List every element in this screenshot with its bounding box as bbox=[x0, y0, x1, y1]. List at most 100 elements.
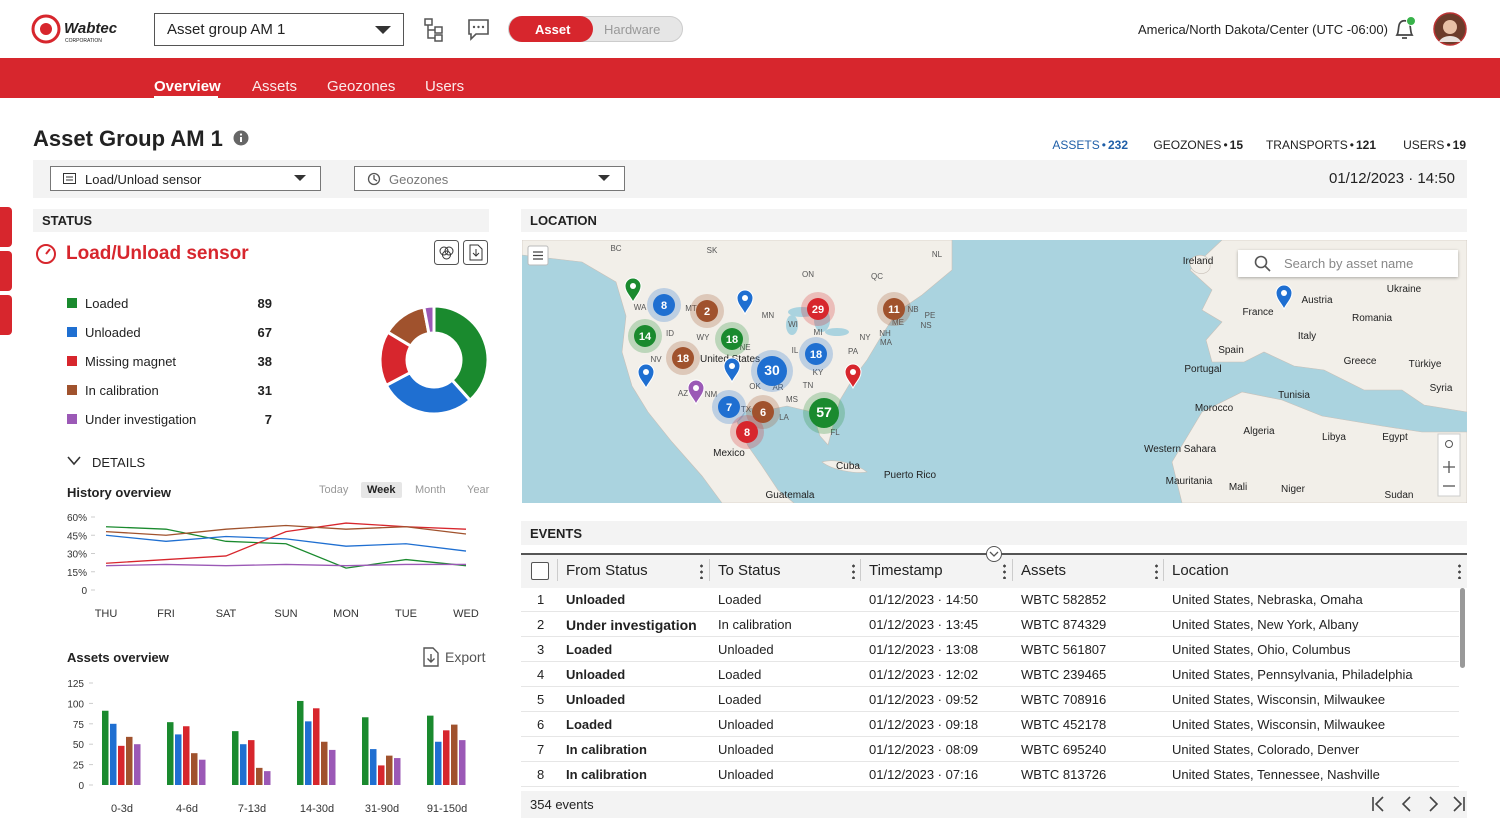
cluster[interactable] bbox=[634, 325, 656, 347]
column-header[interactable]: From Status bbox=[566, 562, 648, 579]
history-chart: 0 15% 30% 45% 60% THU FRI SAT SUN MON TUE WED bbox=[67, 513, 479, 620]
nav-item[interactable]: Users bbox=[425, 78, 465, 95]
map-label: FL bbox=[830, 428, 840, 437]
column-header[interactable]: Location bbox=[1172, 562, 1229, 579]
logo-sub: CORPORATION bbox=[65, 38, 102, 44]
group-select[interactable]: Asset group AM 1 bbox=[154, 13, 404, 46]
cluster[interactable] bbox=[721, 328, 743, 350]
stat[interactable]: TRANSPORTS • 121 bbox=[1266, 138, 1376, 152]
last-page[interactable] bbox=[1453, 796, 1465, 812]
stat[interactable]: USERS • 19 bbox=[1403, 138, 1466, 152]
events-header bbox=[521, 521, 1467, 545]
table-cell: United States, Pennsylvania, Philadelphi… bbox=[1172, 667, 1413, 682]
legend-swatch bbox=[67, 385, 77, 395]
cluster[interactable] bbox=[653, 294, 675, 316]
nav-item[interactable]: Geozones bbox=[327, 78, 396, 95]
period-tab[interactable]: Today bbox=[319, 484, 349, 496]
next-page[interactable] bbox=[1429, 796, 1439, 812]
side-tab[interactable] bbox=[0, 207, 12, 247]
table-row[interactable] bbox=[521, 637, 1459, 662]
geozones-select[interactable]: Geozones bbox=[354, 166, 625, 191]
map-pin[interactable] bbox=[1275, 284, 1293, 311]
column-header[interactable]: To Status bbox=[718, 562, 781, 579]
table-row[interactable] bbox=[521, 762, 1459, 787]
cluster[interactable] bbox=[718, 396, 740, 418]
table-row[interactable] bbox=[521, 662, 1459, 687]
collapse-icon[interactable] bbox=[985, 545, 1003, 563]
select-all-checkbox[interactable] bbox=[531, 562, 549, 580]
export-button[interactable]: Export bbox=[445, 649, 486, 665]
cluster[interactable] bbox=[736, 421, 758, 443]
table-row[interactable] bbox=[521, 612, 1459, 637]
map-label: Niger bbox=[1281, 484, 1306, 495]
column-menu[interactable] bbox=[1458, 563, 1461, 579]
first-page[interactable] bbox=[1372, 796, 1384, 812]
nav-item[interactable]: Overview bbox=[154, 78, 221, 95]
stat[interactable]: ASSETS • 232 bbox=[1052, 138, 1128, 152]
bell-icon[interactable] bbox=[1392, 15, 1418, 43]
map-label: AZ bbox=[678, 389, 688, 398]
toggle-hardware[interactable]: Hardware bbox=[604, 22, 661, 37]
cluster[interactable] bbox=[696, 300, 718, 322]
column-menu[interactable] bbox=[700, 563, 703, 579]
column-menu[interactable] bbox=[852, 563, 855, 579]
logo[interactable]: Wabtec CORPORATION bbox=[30, 12, 130, 46]
filter-button[interactable] bbox=[434, 240, 459, 265]
map-search[interactable]: Search by asset name bbox=[1238, 250, 1458, 277]
map-pin[interactable] bbox=[723, 357, 741, 384]
map-pin[interactable] bbox=[624, 277, 642, 304]
nav-item[interactable]: Assets bbox=[252, 78, 298, 95]
map-pin[interactable] bbox=[844, 363, 862, 390]
export-icon[interactable] bbox=[422, 646, 440, 668]
details-toggle[interactable]: DETAILS bbox=[92, 455, 146, 470]
table-row[interactable] bbox=[521, 687, 1459, 712]
zoom-in[interactable] bbox=[1443, 461, 1455, 473]
legend-swatch bbox=[67, 356, 77, 366]
period-tab[interactable]: Month bbox=[415, 484, 446, 496]
table-cell: United States, Tennessee, Nashville bbox=[1172, 767, 1380, 782]
period-tab[interactable]: Week bbox=[361, 482, 402, 498]
table-cell: 4 bbox=[537, 667, 545, 682]
map-pin[interactable] bbox=[736, 289, 754, 316]
chat-icon[interactable] bbox=[467, 18, 491, 42]
map-pin[interactable] bbox=[687, 379, 705, 406]
table-row[interactable] bbox=[521, 587, 1459, 612]
cluster[interactable] bbox=[809, 398, 839, 428]
mode-toggle[interactable]: Asset Hardware bbox=[508, 16, 683, 42]
avatar[interactable] bbox=[1433, 12, 1467, 46]
map-label: TX bbox=[741, 405, 752, 414]
chevron-icon[interactable] bbox=[66, 455, 82, 467]
map-label: Ukraine bbox=[1387, 284, 1422, 295]
toggle-asset[interactable]: Asset bbox=[535, 22, 571, 37]
map-pin[interactable] bbox=[637, 363, 655, 390]
prev-page[interactable] bbox=[1401, 796, 1411, 812]
side-tab[interactable] bbox=[0, 251, 12, 291]
cluster[interactable] bbox=[805, 343, 827, 365]
info-icon[interactable] bbox=[233, 130, 249, 146]
stat[interactable]: GEOZONES • 15 bbox=[1153, 138, 1243, 152]
side-tab[interactable] bbox=[0, 295, 12, 335]
y-tick-label: 0 bbox=[78, 781, 84, 792]
column-menu[interactable] bbox=[1003, 563, 1006, 579]
cluster[interactable] bbox=[807, 298, 829, 320]
table-cell: 3 bbox=[537, 642, 545, 657]
bar bbox=[126, 736, 133, 785]
map-label: Austria bbox=[1301, 295, 1333, 306]
period-tab[interactable]: Year bbox=[467, 484, 490, 496]
cluster[interactable] bbox=[672, 347, 694, 369]
column-header[interactable]: Assets bbox=[1021, 562, 1067, 579]
cluster[interactable] bbox=[752, 401, 774, 423]
cluster[interactable] bbox=[883, 298, 905, 320]
cluster[interactable] bbox=[757, 356, 787, 386]
sensor-select[interactable]: Load/Unload sensor bbox=[50, 166, 321, 191]
timezone[interactable]: America/North Dakota/Center (UTC -06:00) bbox=[1138, 22, 1388, 37]
map-pin-dot bbox=[729, 363, 735, 369]
column-header[interactable]: Timestamp bbox=[869, 562, 943, 579]
hierarchy-icon[interactable] bbox=[422, 17, 446, 43]
scrollbar[interactable] bbox=[1460, 588, 1465, 668]
column-menu[interactable] bbox=[1155, 563, 1158, 579]
table-row[interactable] bbox=[521, 737, 1459, 762]
y-tick-label: 25 bbox=[73, 761, 85, 772]
table-row[interactable] bbox=[521, 712, 1459, 737]
